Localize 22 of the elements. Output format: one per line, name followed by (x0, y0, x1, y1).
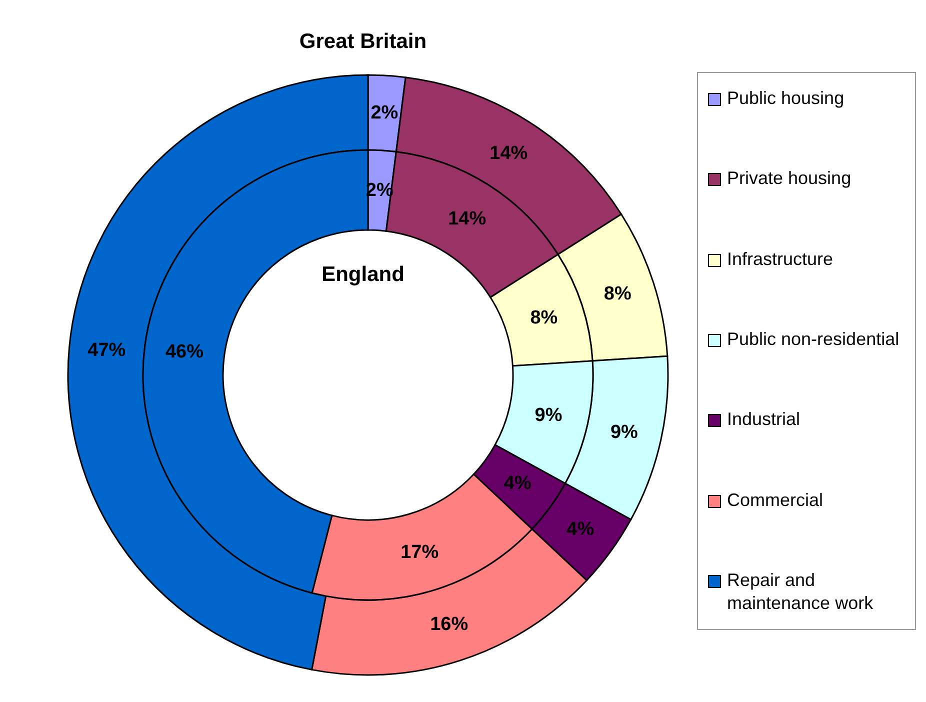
legend-label: Industrial (727, 408, 802, 432)
data-label: 9% (610, 422, 638, 443)
slice-label: England (320, 263, 406, 287)
data-label: 14% (448, 208, 486, 230)
data-label: 16% (430, 614, 468, 636)
data-label: 17% (400, 542, 439, 564)
legend-label: Public non-residential (727, 328, 900, 351)
legend-label: Private housing (727, 167, 852, 190)
data-label: 4% (504, 473, 532, 494)
data-label: 2% (370, 102, 398, 124)
legend-label: Public housing (727, 87, 846, 110)
slice-label: Great Britain (298, 30, 428, 54)
data-label: 46% (165, 341, 204, 362)
data-label: 4% (566, 518, 594, 540)
data-label: 8% (530, 307, 558, 328)
data-label: 9% (534, 404, 562, 426)
data-label: 47% (88, 340, 126, 361)
legend-label: Repair and maintenance work (727, 568, 874, 615)
data-label: 8% (604, 283, 632, 304)
legend-label: Infrastructure (727, 248, 834, 271)
legend-label: Commercial (727, 488, 824, 512)
data-label: 14% (490, 142, 528, 164)
